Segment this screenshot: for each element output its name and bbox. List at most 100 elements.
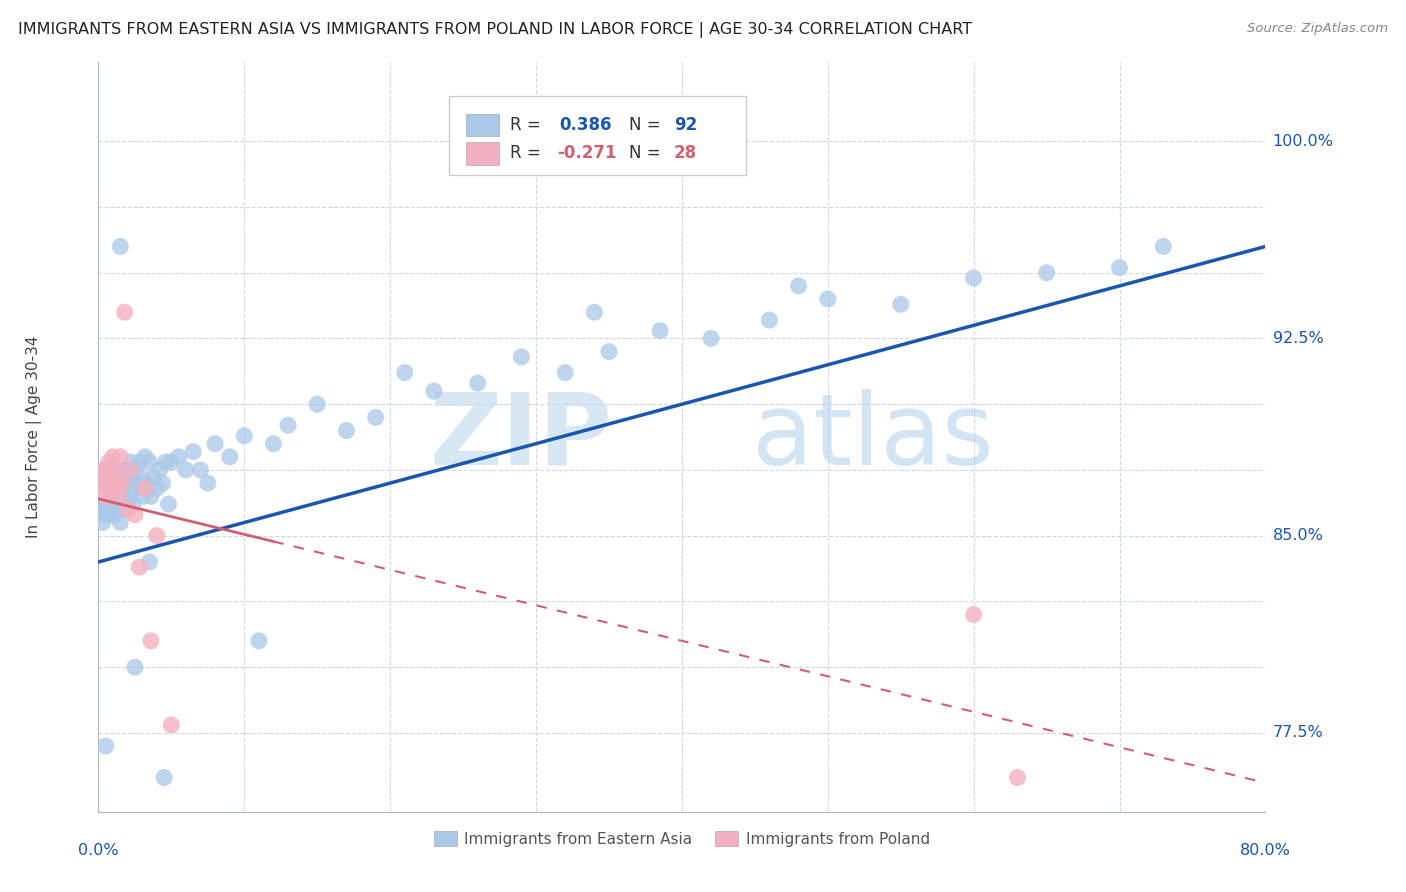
Point	[146, 529, 169, 543]
Text: R =: R =	[510, 116, 551, 134]
Point	[91, 476, 114, 491]
Text: 85.0%: 85.0%	[1272, 528, 1323, 543]
Point	[101, 450, 124, 464]
Text: In Labor Force | Age 30-34: In Labor Force | Age 30-34	[27, 335, 42, 539]
Point	[110, 516, 132, 530]
Point	[120, 489, 142, 503]
Point	[93, 476, 115, 491]
Point	[962, 607, 984, 622]
Point	[117, 476, 139, 491]
Text: 92: 92	[673, 116, 697, 134]
Point	[100, 476, 122, 491]
Point	[142, 471, 165, 485]
Point	[97, 471, 120, 485]
Point	[307, 397, 329, 411]
Point	[105, 497, 128, 511]
Text: 0.386: 0.386	[560, 116, 612, 134]
Point	[94, 739, 117, 753]
Point	[648, 324, 671, 338]
Point	[105, 463, 128, 477]
Point	[104, 463, 127, 477]
Point	[139, 633, 162, 648]
Text: 77.5%: 77.5%	[1272, 725, 1323, 740]
Point	[247, 633, 270, 648]
Point	[108, 489, 131, 503]
Point	[1108, 260, 1130, 275]
Point	[1007, 771, 1029, 785]
Point	[233, 429, 256, 443]
Point	[97, 489, 120, 503]
Point	[121, 476, 143, 491]
Point	[105, 476, 128, 491]
Text: Source: ZipAtlas.com: Source: ZipAtlas.com	[1247, 22, 1388, 36]
Point	[103, 471, 125, 485]
FancyBboxPatch shape	[449, 96, 747, 175]
Point	[94, 508, 117, 522]
Point	[262, 436, 284, 450]
Point	[890, 297, 912, 311]
Point	[153, 771, 176, 785]
Point	[1152, 239, 1174, 253]
Point	[160, 455, 183, 469]
Point	[103, 508, 125, 522]
Point	[111, 476, 134, 491]
Point	[91, 516, 114, 530]
Point	[100, 502, 122, 516]
Point	[114, 502, 136, 516]
Point	[115, 481, 138, 495]
Point	[218, 450, 240, 464]
Point	[120, 463, 142, 477]
Point	[94, 463, 117, 477]
Point	[98, 508, 121, 522]
Point	[97, 489, 120, 503]
Legend: Immigrants from Eastern Asia, Immigrants from Poland: Immigrants from Eastern Asia, Immigrants…	[427, 825, 936, 853]
Point	[110, 450, 132, 464]
Text: R =: R =	[510, 145, 547, 162]
Point	[114, 305, 136, 319]
Bar	[465, 142, 499, 164]
Point	[394, 366, 416, 380]
Text: 28: 28	[673, 145, 697, 162]
Point	[93, 497, 115, 511]
Point	[94, 463, 117, 477]
Point	[112, 471, 135, 485]
Point	[101, 497, 124, 511]
Point	[125, 476, 148, 491]
Point	[98, 471, 121, 485]
Point	[94, 489, 117, 503]
Point	[364, 410, 387, 425]
Point	[117, 502, 139, 516]
Text: atlas: atlas	[752, 389, 994, 485]
Point	[120, 455, 142, 469]
Point	[104, 489, 127, 503]
Text: 0.0%: 0.0%	[79, 843, 118, 858]
Point	[128, 455, 150, 469]
Point	[97, 455, 120, 469]
Point	[90, 502, 112, 516]
Text: 92.5%: 92.5%	[1272, 331, 1323, 346]
Point	[135, 476, 157, 491]
Bar	[465, 113, 499, 136]
Point	[101, 481, 124, 495]
Text: ZIP: ZIP	[429, 389, 612, 485]
Point	[124, 660, 146, 674]
Point	[111, 489, 134, 503]
Point	[138, 555, 160, 569]
Point	[583, 305, 606, 319]
Point	[554, 366, 576, 380]
Point	[100, 476, 122, 491]
Point	[598, 344, 620, 359]
Point	[101, 476, 124, 491]
Point	[510, 350, 533, 364]
Point	[96, 497, 118, 511]
Point	[423, 384, 446, 398]
Point	[758, 313, 780, 327]
Point	[117, 497, 139, 511]
Point	[131, 471, 153, 485]
Point	[146, 481, 169, 495]
Text: 80.0%: 80.0%	[1240, 843, 1291, 858]
Point	[962, 271, 984, 285]
Point	[190, 463, 212, 477]
Point	[104, 476, 127, 491]
Point	[124, 463, 146, 477]
